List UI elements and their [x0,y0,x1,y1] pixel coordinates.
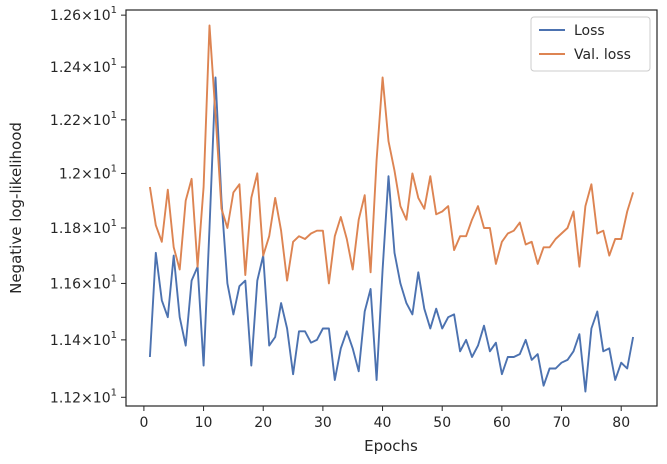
series-line-loss [148,76,635,393]
x-tick-label: 70 [553,415,571,431]
plot-lines [148,24,635,393]
y-tick-label: 1.22×101 [50,110,117,129]
x-tick-label: 40 [374,415,392,431]
x-tick-label: 50 [433,415,451,431]
legend-label-val-loss: Val. loss [574,47,631,63]
y-tick-label: 1.24×101 [50,57,117,76]
y-tick-label: 1.2×101 [59,163,117,182]
x-tick-label: 0 [139,415,148,431]
plot-frame [125,9,658,407]
x-tick-label: 60 [493,415,511,431]
y-tick-label: 1.12×101 [50,387,117,406]
legend-label-loss: Loss [574,23,605,39]
y-tick-label: 1.16×101 [50,273,117,292]
x-axis: 0 10 20 30 40 50 60 70 80 [139,406,630,431]
y-axis-label: Negative log-likelihood [7,122,25,294]
legend: Loss Val. loss [530,16,651,72]
x-tick-label: 30 [314,415,332,431]
x-tick-label: 80 [612,415,630,431]
x-tick-label: 20 [254,415,272,431]
series-line-val-loss [148,24,635,285]
y-axis: 1.12×101 1.14×101 1.16×101 1.18×101 1.2×101 1… [50,5,126,406]
x-tick-label: 10 [195,415,213,431]
y-tick-label: 1.26×101 [50,5,117,24]
y-tick-label: 1.18×101 [50,218,117,237]
x-axis-label: Epochs [364,437,418,455]
y-tick-label: 1.14×101 [50,330,117,349]
